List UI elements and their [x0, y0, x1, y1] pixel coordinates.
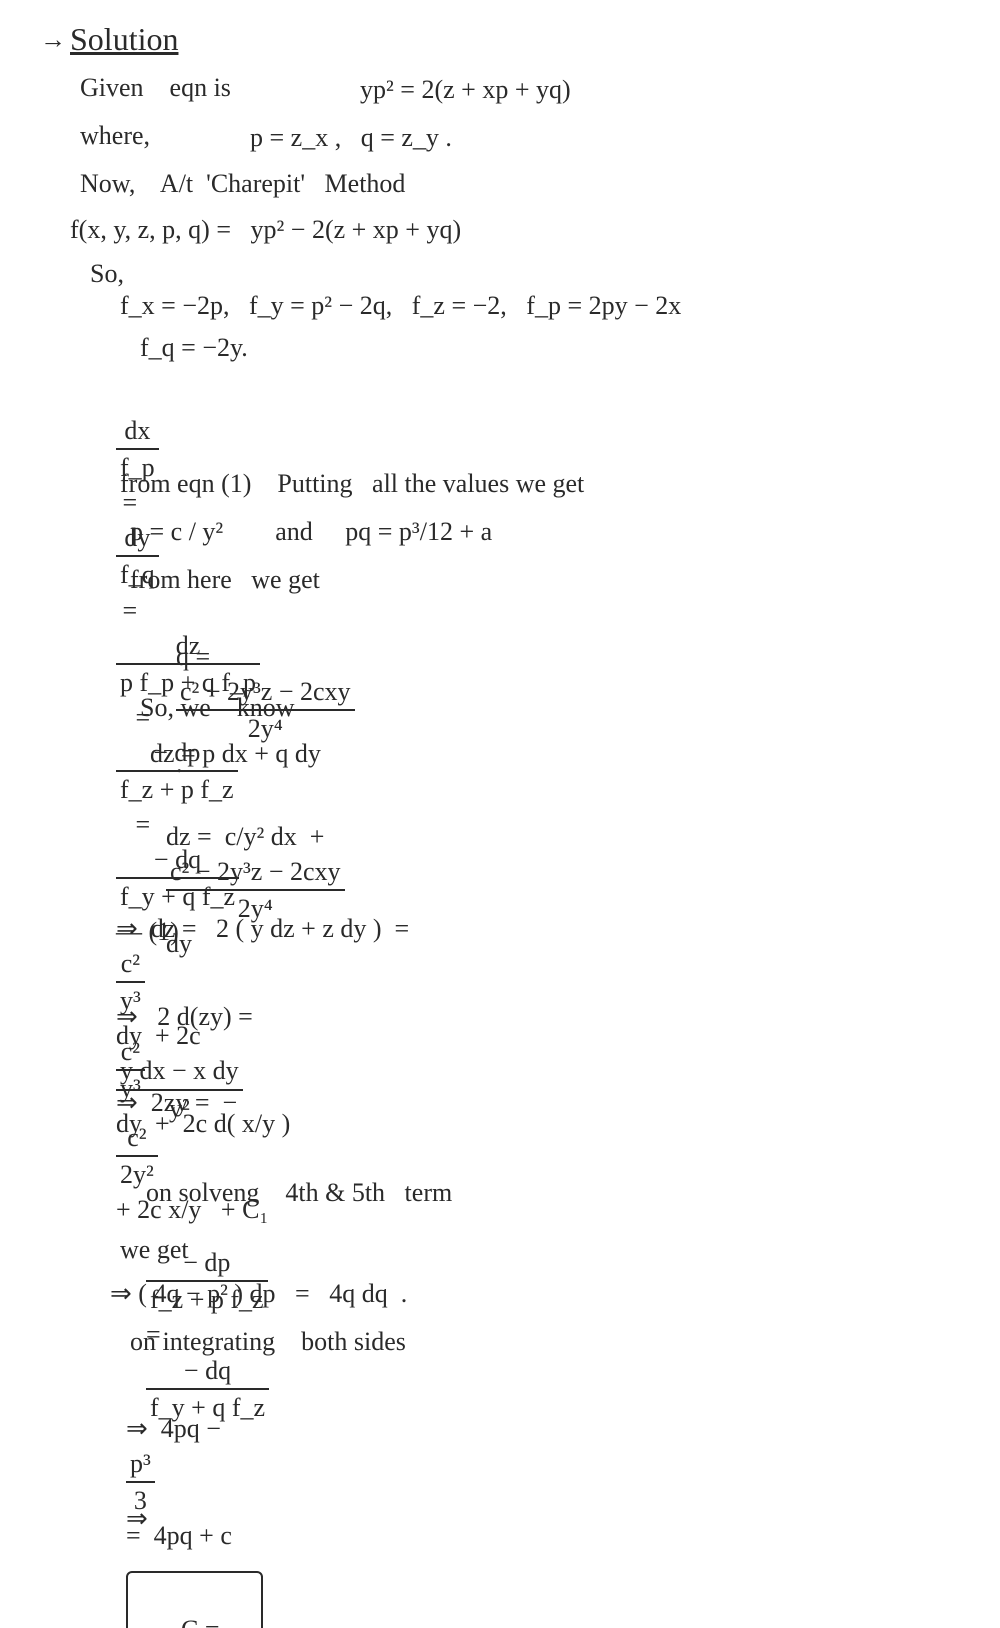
- line-method: Now, A/t 'Charepit' Method: [80, 166, 405, 201]
- line-so-we-know: So, we know: [140, 690, 295, 725]
- num: dx: [116, 413, 159, 450]
- line-answer: ⇒ C = − p³ 3 Answer: [100, 1466, 263, 1628]
- line-fq: f_q = −2y.: [140, 330, 248, 365]
- lead: ⇒ 2 d(zy) =: [116, 1002, 253, 1031]
- line-we-get: we get: [120, 1232, 189, 1267]
- lead: on solveng 4th & 5th term: [146, 1178, 452, 1207]
- line-where: where,: [80, 118, 150, 153]
- line-f-def: f(x, y, z, p, q) = yp² − 2(z + xp + yq): [70, 212, 461, 247]
- line-pq-def: p = z_x , q = z_y .: [250, 120, 452, 155]
- q-equals: q =: [176, 642, 210, 671]
- line-p-and-pq: p = c / y² and pq = p³/12 + a: [130, 514, 492, 549]
- line-eqn-main: yp² = 2(z + xp + yq): [360, 72, 571, 107]
- line-partials: f_x = −2p, f_y = p² − 2q, f_z = −2, f_p …: [120, 288, 681, 323]
- page-title: Solution: [70, 18, 178, 61]
- c-equals: C = −: [181, 1615, 247, 1628]
- line-from-here: from here we get: [130, 562, 320, 597]
- answer-box: C = − p³ 3: [126, 1571, 263, 1628]
- dz-lead: dz = c/y² dx +: [166, 822, 324, 851]
- line-so: So,: [90, 256, 124, 291]
- handwritten-page: → Solution Given eqn is yp² = 2(z + xp +…: [0, 0, 1000, 1628]
- arrow-implies: ⇒: [126, 1504, 148, 1533]
- arrow-marker: →: [40, 22, 66, 57]
- line-4q-p2: ⇒ ( 4q − p² ) dp = 4q dq .: [110, 1276, 407, 1311]
- lead: ⇒ dz = 2 ( y dz + z dy ) =: [116, 914, 409, 943]
- line-dz: dz = p dx + q dy: [150, 736, 321, 771]
- lead: ⇒ 2zy = −: [116, 1088, 237, 1117]
- line-given: Given eqn is: [80, 70, 231, 105]
- line-integrating: on integrating both sides: [130, 1324, 406, 1359]
- eq: =: [116, 596, 144, 625]
- lead: ⇒ 4pq −: [126, 1414, 221, 1443]
- line-from-eqn: from eqn (1) Putting all the values we g…: [120, 466, 584, 501]
